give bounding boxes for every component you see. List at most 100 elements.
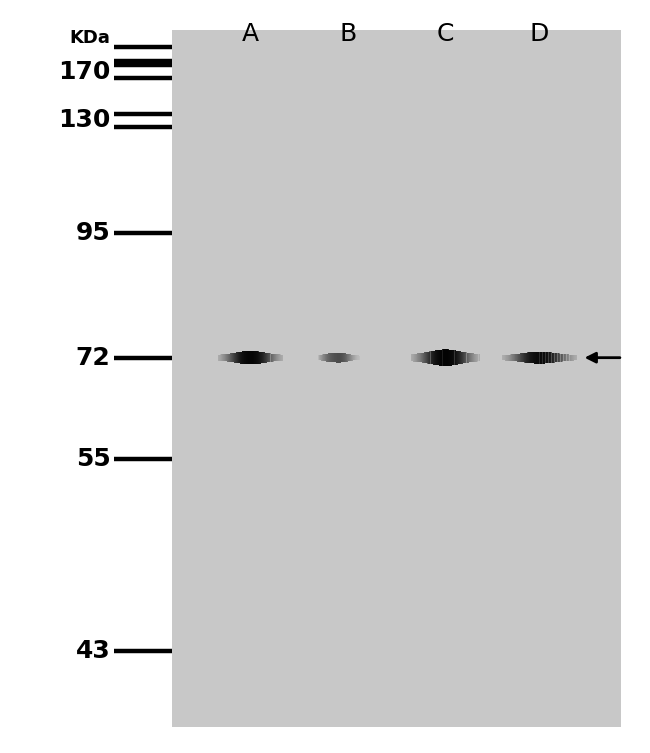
Bar [172,30,621,727]
Bar [431,351,432,364]
Bar [278,355,279,361]
Bar [562,354,563,361]
Bar [505,355,506,361]
Bar [564,354,565,361]
Bar [272,354,273,361]
Bar [422,352,423,363]
Bar [575,355,576,361]
Bar [436,350,437,365]
Bar [269,353,270,362]
Bar [249,351,250,364]
Bar [420,353,421,362]
Bar [448,349,449,366]
Bar [416,354,417,361]
Bar [422,352,423,363]
Bar [432,351,434,364]
Bar [479,354,480,361]
Bar [478,354,479,361]
Bar [274,354,275,361]
Bar [575,355,577,361]
Bar [548,352,549,363]
Bar [475,354,476,361]
Bar [253,351,254,364]
Bar [504,355,505,361]
Bar [439,349,440,366]
Bar [508,355,509,361]
Bar [221,355,222,361]
Bar [437,350,438,365]
Bar [229,353,230,362]
Text: D: D [530,22,549,46]
Bar [508,355,509,361]
Bar [262,352,263,364]
Bar [247,351,248,364]
Bar [412,354,413,361]
Bar [532,352,533,364]
Bar [476,354,477,361]
Bar [549,352,550,363]
Bar [522,353,523,362]
Bar [257,352,258,364]
Bar [543,352,544,364]
Bar [241,352,242,364]
Bar [452,350,453,365]
Bar [221,355,222,361]
Bar [426,352,427,363]
Bar [446,349,447,366]
Bar [223,354,224,361]
Bar [516,354,517,361]
Bar [546,352,547,364]
Bar [538,352,539,364]
Bar [432,351,433,364]
Bar [555,353,556,362]
Text: A: A [242,22,259,46]
Bar [272,354,273,361]
Bar [467,352,468,363]
Bar [534,352,535,364]
Bar [536,352,537,364]
Bar [525,352,526,363]
Bar [245,351,246,364]
Bar [414,354,415,361]
Bar [419,353,420,362]
Bar [462,352,463,364]
Bar [534,352,536,364]
Bar [550,352,551,363]
Bar [568,355,569,361]
Bar [510,355,511,361]
Text: 55: 55 [76,447,111,471]
Bar [446,349,447,366]
Bar [431,351,432,364]
Bar [540,352,541,364]
Bar [219,355,220,361]
Bar [450,349,451,366]
Bar [451,349,452,366]
Bar [509,355,510,361]
Bar [240,352,241,364]
Bar [417,353,418,362]
Bar [527,352,528,363]
Bar [273,354,274,361]
Bar [567,355,568,361]
Bar [460,352,461,364]
Bar [553,352,554,363]
Bar [281,355,282,361]
Bar [219,355,220,361]
Bar [254,351,255,364]
Bar [566,355,567,361]
Bar [263,352,264,363]
Bar [458,351,459,364]
Bar [423,352,424,363]
Bar [537,352,538,364]
Bar [258,352,259,364]
Bar [556,353,557,362]
Bar [512,355,513,361]
Bar [459,351,460,364]
Bar [466,352,467,363]
Bar [557,353,558,362]
Bar [231,353,232,362]
Bar [547,352,548,363]
Bar [558,353,559,362]
Bar [504,355,505,361]
Bar [471,353,472,362]
